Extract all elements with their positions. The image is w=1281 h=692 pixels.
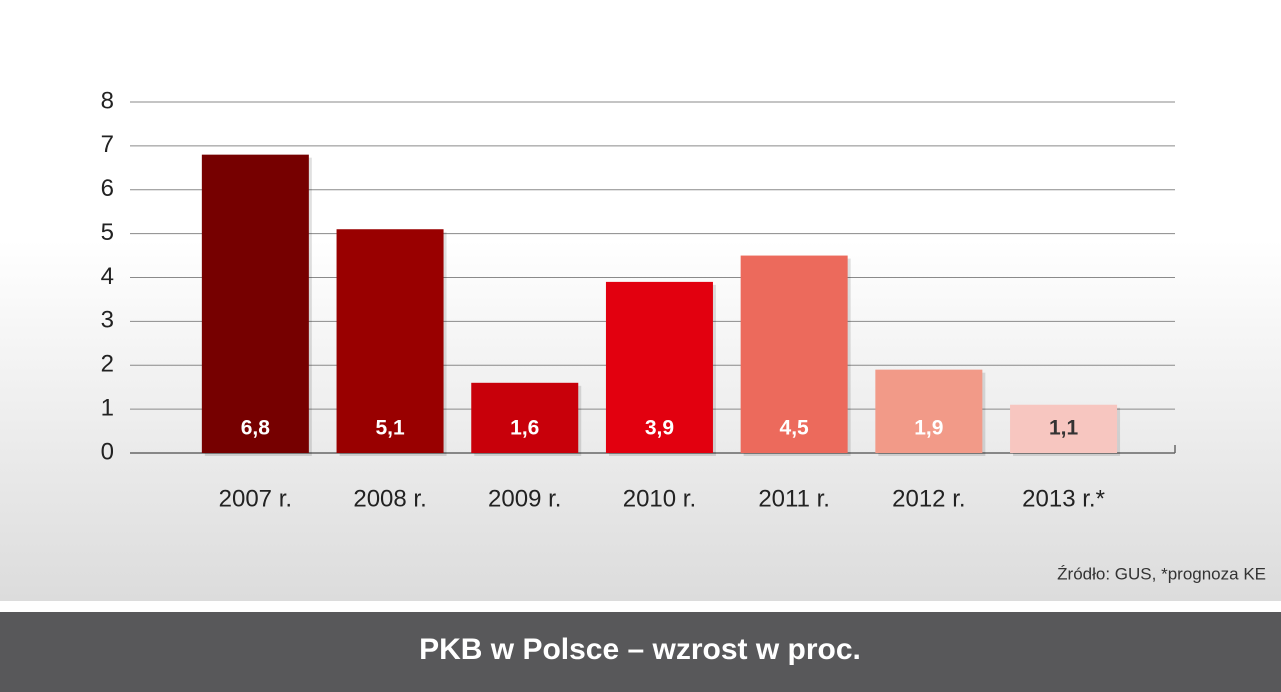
bar: [740, 255, 848, 453]
value-label: 1,1: [1049, 417, 1079, 440]
bar: [875, 369, 983, 453]
bar: [336, 229, 444, 453]
value-label: 1,6: [510, 417, 539, 440]
x-tick-label: 2009 r.: [488, 485, 561, 512]
bar: [201, 154, 309, 453]
title-band: [0, 612, 1281, 692]
x-tick-label: 2011 r.: [758, 485, 830, 512]
value-label: 3,9: [645, 417, 674, 440]
x-tick-label: 2013 r.*: [1022, 485, 1105, 512]
y-tick-label: 2: [101, 351, 114, 378]
source-note: Źródło: GUS, *prognoza KE: [1057, 564, 1266, 583]
y-tick-label: 6: [101, 175, 114, 202]
separator: [0, 601, 1281, 612]
value-label: 5,1: [375, 417, 405, 440]
value-label: 6,8: [241, 417, 271, 440]
y-tick-label: 7: [101, 131, 114, 158]
y-tick-label: 0: [101, 438, 114, 465]
y-tick-label: 5: [101, 219, 114, 246]
bar: [605, 281, 713, 453]
y-tick-label: 3: [101, 307, 114, 334]
x-tick-label: 2012 r.: [892, 485, 965, 512]
value-label: 1,9: [914, 417, 943, 440]
value-label: 4,5: [780, 417, 810, 440]
chart-title: PKB w Polsce – wzrost w proc.: [419, 633, 861, 666]
x-tick-label: 2007 r.: [219, 485, 292, 512]
y-tick-label: 8: [101, 87, 114, 114]
y-tick-label: 1: [101, 394, 114, 421]
y-tick-label: 4: [101, 263, 114, 290]
bar: [1010, 404, 1118, 453]
bar: [471, 382, 579, 453]
x-tick-label: 2010 r.: [623, 485, 696, 512]
x-tick-label: 2008 r.: [353, 485, 426, 512]
